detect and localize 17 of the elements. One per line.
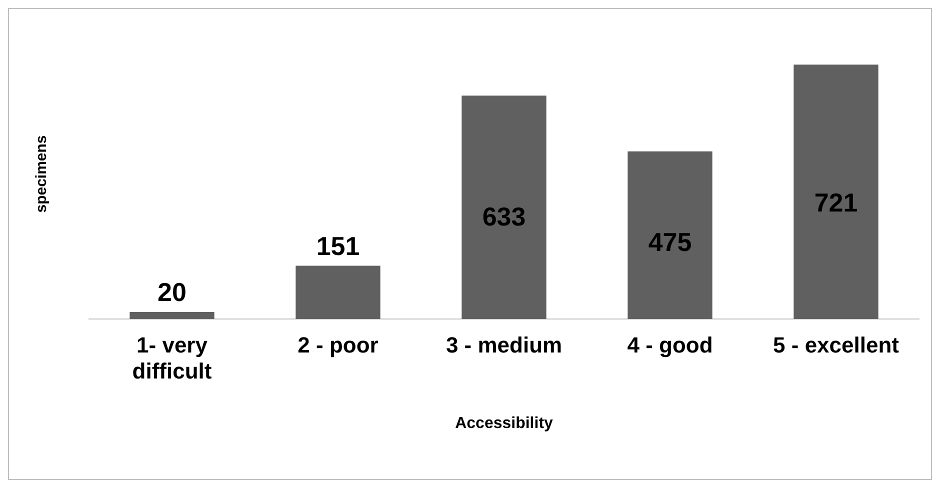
data-label: 721 [814, 188, 858, 218]
data-label: 20 [158, 277, 186, 308]
x-tick-label: 4 - good [627, 332, 713, 358]
bar [130, 312, 214, 319]
bar [462, 96, 546, 319]
x-tick-label: 2 - poor [298, 332, 379, 358]
x-axis-title: Accessibility [455, 414, 554, 432]
bar [296, 266, 380, 319]
data-label: 151 [316, 230, 360, 261]
bar [794, 64, 878, 319]
data-label: 633 [482, 202, 526, 232]
x-tick-label: 3 - medium [446, 332, 562, 358]
x-tick-label: 1- very difficult [132, 332, 212, 384]
bar [628, 151, 712, 319]
y-axis-title: specimens [33, 135, 50, 213]
data-label: 475 [648, 226, 692, 257]
x-tick-label: 5 - excellent [773, 332, 900, 358]
